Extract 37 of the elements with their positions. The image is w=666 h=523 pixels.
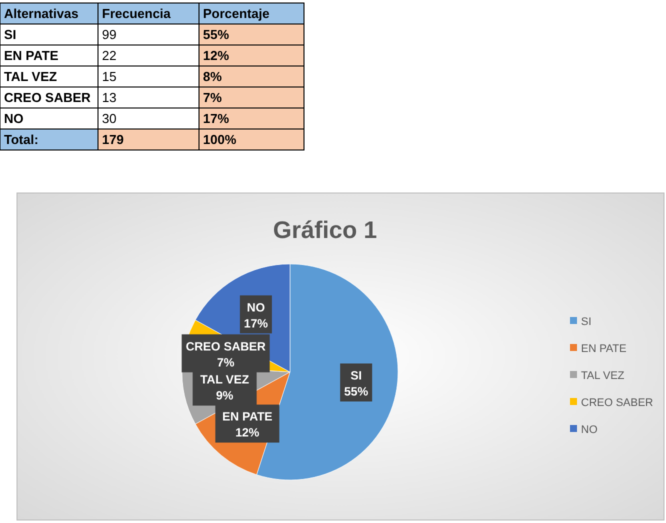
chart-title: Gráfico 1 xyxy=(272,217,378,244)
text: 15 xyxy=(102,69,116,84)
legend-label: SI xyxy=(581,316,592,328)
legend-label: CREO SABER xyxy=(581,397,654,409)
text: 17% xyxy=(203,111,230,126)
data-label: 9% xyxy=(216,388,234,403)
text: 30 xyxy=(102,111,116,126)
text: 12% xyxy=(203,48,230,63)
text: 179 xyxy=(102,132,124,147)
data-label: 7% xyxy=(217,355,235,370)
data-label: 17% xyxy=(244,316,268,330)
slice-label: NO xyxy=(246,300,265,314)
slice-label: TAL VEZ xyxy=(200,372,250,387)
legend-label: TAL VEZ xyxy=(581,370,625,382)
category-label: CREO SABER xyxy=(4,90,91,105)
slice-label: EN PATE xyxy=(222,410,272,424)
text: 100% xyxy=(203,132,237,147)
text: Total: xyxy=(4,132,38,147)
text: 22 xyxy=(102,48,116,63)
text: Frecuencia xyxy=(102,6,172,21)
category-label: TAL VEZ xyxy=(4,69,57,84)
category-label: EN PATE xyxy=(4,48,58,63)
text: 99 xyxy=(102,27,116,42)
legend-label: NO xyxy=(581,424,598,436)
legend-label: EN PATE xyxy=(581,343,626,355)
category-label: SI xyxy=(4,27,16,42)
data-label: 55% xyxy=(344,384,368,398)
category-label: NO xyxy=(4,111,24,126)
slice-label: SI xyxy=(350,368,362,382)
text: 7% xyxy=(203,90,222,105)
text: Alternativas xyxy=(4,6,78,21)
text: 8% xyxy=(203,69,222,84)
data-label: 12% xyxy=(235,426,260,440)
slice-label: CREO SABER xyxy=(186,339,266,354)
text: 13 xyxy=(102,90,116,105)
text: Porcentaje xyxy=(203,6,270,21)
text: 55% xyxy=(203,27,230,42)
